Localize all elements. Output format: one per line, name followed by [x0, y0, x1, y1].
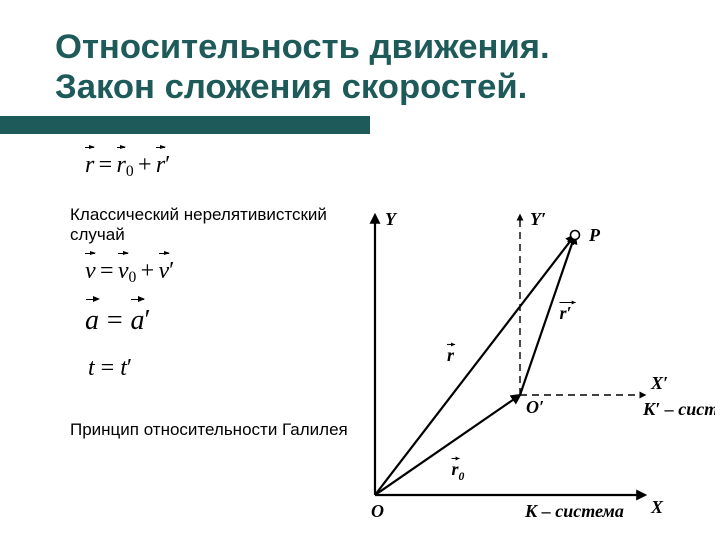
svg-text:O′: O′	[526, 397, 544, 417]
svg-text:К′ – система: К′ – система	[642, 399, 715, 419]
svg-text:P: P	[588, 225, 601, 245]
equation-v: v=v0+v′	[85, 258, 174, 287]
slide-title: Относительность движения. Закон сложения…	[55, 28, 655, 108]
equation-a: a=a′	[85, 305, 151, 337]
svg-text:К – система: К – система	[524, 501, 624, 521]
svg-text:O: O	[371, 501, 384, 521]
svg-text:Y: Y	[385, 209, 398, 229]
equation-r: r=r0+r′	[85, 152, 170, 181]
caption-classical: Классический нерелятивистский случай	[70, 205, 350, 246]
svg-text:X′: X′	[650, 373, 668, 393]
caption-galileo: Принцип относительности Галилея	[70, 420, 348, 440]
title-underline	[0, 116, 370, 134]
svg-text:r′: r′	[560, 303, 572, 323]
svg-text:X: X	[650, 497, 664, 517]
vector-diagram: Y X Y′ X′ O O′ Pr r0 r′ К′ – система К – система	[345, 195, 715, 525]
svg-text:r: r	[447, 345, 455, 365]
svg-text:Y′: Y′	[530, 209, 546, 229]
equation-t: t=t′	[88, 355, 132, 382]
svg-text:r0: r0	[452, 459, 465, 483]
